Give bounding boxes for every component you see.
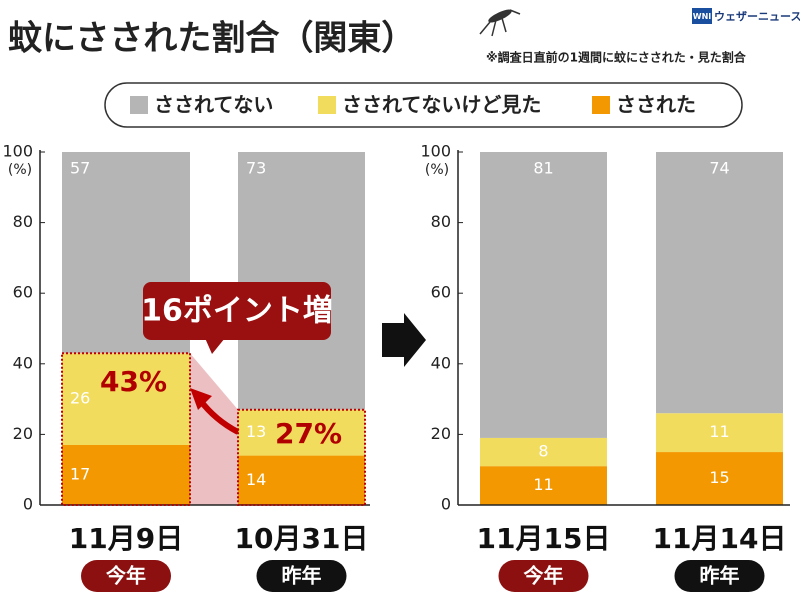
tag-label: 昨年 (700, 564, 740, 588)
y-tick-label: 80 (431, 212, 451, 231)
legend-label: さされた (616, 93, 696, 117)
bar-segment (656, 413, 783, 453)
total-label: 27% (275, 417, 342, 450)
tag-label: 今年 (524, 564, 564, 588)
value-label: 81 (533, 159, 553, 178)
value-label: 8 (538, 442, 548, 461)
x-tick-label: 11月15日 (477, 522, 611, 555)
note: ※調査日直前の1週間に蚊にさされた・見た割合 (486, 50, 747, 65)
legend-frame (104, 82, 743, 128)
bar-segment (62, 353, 190, 445)
callout-pointer (205, 338, 225, 354)
y-tick-label: 0 (23, 495, 33, 514)
y-tick-label: 100 (2, 142, 33, 161)
bar-segment (238, 152, 365, 410)
y-tick-label: 40 (13, 353, 33, 372)
y-tick-label: 60 (13, 283, 33, 302)
value-label: 14 (246, 470, 266, 489)
tag-pill (498, 560, 589, 592)
bar-segment (480, 152, 607, 438)
value-label: 13 (246, 422, 266, 441)
logo-text: ウェザーニュース (714, 10, 800, 23)
logo-mark-bg (692, 8, 712, 24)
tag-label: 今年 (106, 564, 146, 588)
legend-swatch (318, 96, 336, 114)
x-tick-label: 11月9日 (69, 522, 183, 555)
y-axis-label: (%) (8, 162, 32, 178)
callout-box (143, 282, 331, 340)
y-tick-label: 80 (13, 212, 33, 231)
y-axis-label: (%) (425, 162, 449, 178)
tag-pill (256, 560, 347, 592)
total-box (61, 352, 191, 506)
bar-segment (62, 444, 190, 505)
x-tick-label: 10月31日 (235, 522, 369, 555)
callout: 16ポイント増 (141, 294, 333, 329)
total-box (237, 408, 366, 506)
bar-segment (656, 452, 783, 505)
value-label: 74 (709, 159, 729, 178)
mosquito-icon (479, 9, 521, 37)
arrow (382, 313, 426, 367)
value-label: 15 (709, 468, 729, 487)
tag-pill (674, 560, 765, 592)
value-label: 57 (70, 159, 90, 178)
value-label: 26 (70, 389, 90, 408)
legend-label: さされてないけど見た (342, 93, 541, 117)
bar-segment (480, 466, 607, 505)
total-label: 43% (100, 365, 167, 398)
y-tick-label: 100 (420, 142, 451, 161)
value-label: 11 (709, 422, 729, 441)
title: 蚊にさされた割合（関東） (8, 19, 415, 59)
tag-label: 昨年 (282, 564, 322, 588)
y-tick-label: 20 (431, 424, 451, 443)
tag-pill (81, 560, 171, 592)
bar-segment (480, 437, 607, 467)
legend-label: さされてない (154, 93, 273, 117)
value-label: 17 (70, 464, 90, 483)
legend-swatch (130, 96, 148, 114)
connector (190, 353, 238, 505)
increase-arrowhead (190, 388, 212, 410)
bar-segment (238, 409, 365, 456)
y-tick-label: 60 (431, 283, 451, 302)
y-tick-label: 40 (431, 353, 451, 372)
value-label: 11 (533, 475, 553, 494)
bar-segment (656, 152, 783, 414)
bar-segment (238, 455, 365, 505)
logo-mark: WNI (693, 12, 712, 21)
legend-swatch (592, 96, 610, 114)
y-tick-label: 20 (13, 424, 33, 443)
x-tick-label: 11月14日 (653, 522, 787, 555)
value-label: 73 (246, 159, 266, 178)
y-tick-label: 0 (441, 495, 451, 514)
